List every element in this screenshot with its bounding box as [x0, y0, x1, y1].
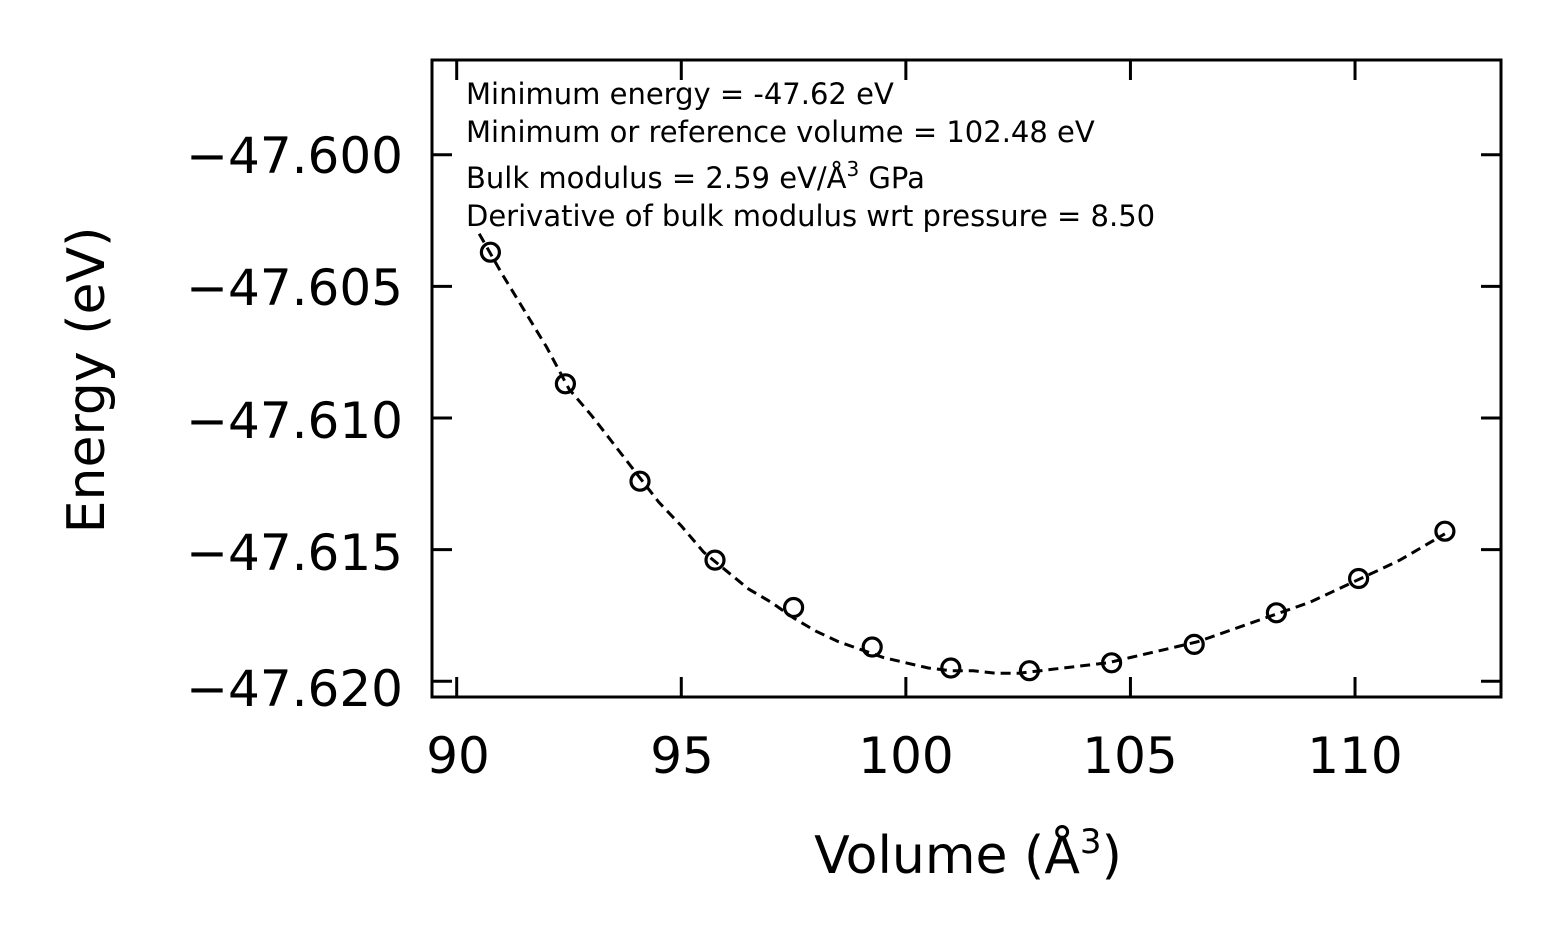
data-point: [940, 657, 962, 679]
y-tick-label: −47.600: [186, 127, 403, 185]
data-point: [1347, 567, 1370, 590]
data-point: [1100, 652, 1123, 674]
data-point: [1018, 660, 1041, 682]
data-point: [629, 470, 651, 492]
y-tick-label: −47.620: [186, 660, 403, 718]
data-point: [1265, 602, 1288, 624]
plot-frame: [430, 58, 1503, 699]
y-tick-label: −47.605: [186, 259, 403, 317]
plot-marks: [477, 232, 1456, 682]
data-point: [861, 636, 883, 658]
annotation-min-energy: Minimum energy = -47.62 eV: [466, 77, 894, 111]
data-point: [782, 596, 805, 619]
y-axis-title: Energy (eV): [57, 227, 117, 534]
annotation-min-volume: Minimum or reference volume = 102.48 eV: [466, 115, 1095, 149]
annotation-bulk-modulus: Bulk modulus = 2.59 eV/Å3 GPa: [466, 157, 925, 195]
x-tick-label: 90: [426, 727, 490, 785]
x-tick-label: 105: [1082, 727, 1177, 785]
axis-ticks: [432, 60, 1501, 697]
fit-line: [477, 232, 1446, 675]
x-tick-label: 95: [650, 727, 714, 785]
annotation-bulk-modulus-derivative: Derivative of bulk modulus wrt pressure …: [466, 199, 1155, 233]
data-point: [704, 549, 726, 571]
data-point: [1183, 633, 1205, 656]
x-axis-title: Volume (Å3): [814, 822, 1122, 886]
data-point: [554, 373, 577, 395]
x-tick-label: 110: [1307, 727, 1402, 785]
y-tick-label: −47.615: [186, 524, 403, 582]
y-tick-label: −47.610: [186, 392, 403, 450]
data-point: [479, 241, 501, 263]
data-point: [1434, 520, 1456, 542]
x-tick-label: 100: [858, 727, 953, 785]
